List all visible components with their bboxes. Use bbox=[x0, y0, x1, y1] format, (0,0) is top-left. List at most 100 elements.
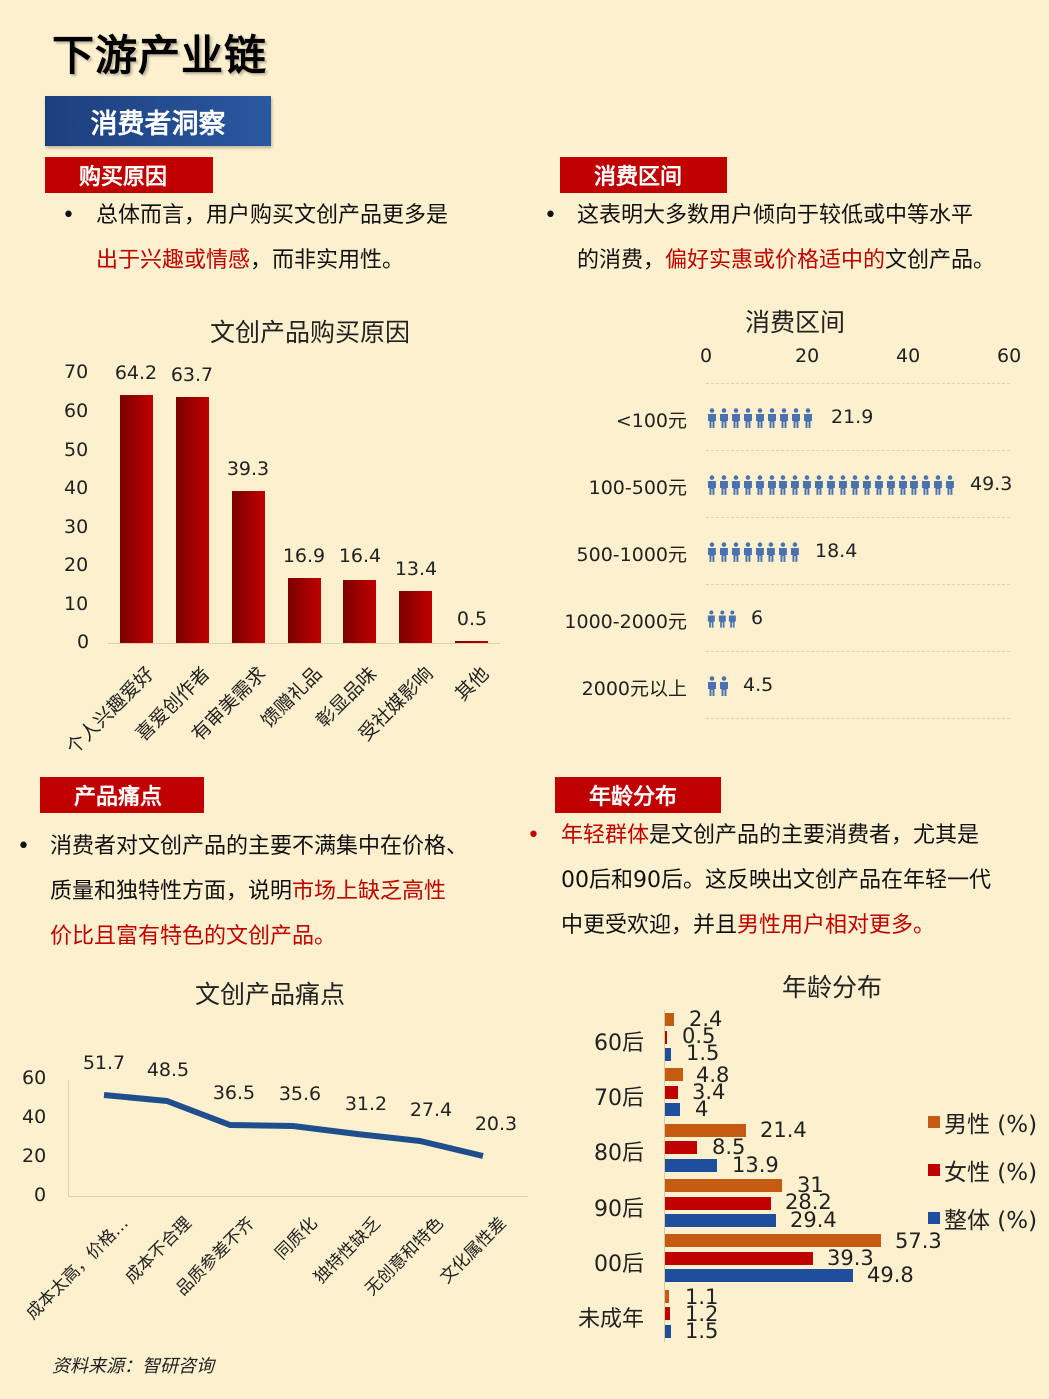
person-icon bbox=[791, 542, 800, 562]
y-tick: 0 bbox=[34, 1184, 47, 1206]
bar-personal-interest bbox=[120, 395, 153, 643]
text-segment: 消费者对文创产品的主要不满集中在价格、 bbox=[50, 834, 469, 859]
data-label: 49.8 bbox=[867, 1263, 914, 1287]
data-label: 39.3 bbox=[827, 1246, 874, 1270]
bar-overall-70s bbox=[665, 1103, 680, 1116]
data-label: 64.2 bbox=[114, 362, 158, 384]
data-label: 0.5 bbox=[456, 608, 488, 630]
x-tick: 20 bbox=[795, 345, 820, 367]
data-label: 29.4 bbox=[790, 1208, 837, 1232]
person-icon bbox=[720, 676, 728, 696]
category-label: 60后 bbox=[594, 1031, 644, 1056]
bullet-dot: • bbox=[62, 203, 75, 228]
bar-female-60s bbox=[665, 1031, 667, 1044]
purchase-reason-text: • 总体而言，用户购买文创产品更多是 出于兴趣或情感，而非实用性。 bbox=[62, 193, 512, 283]
data-label: 3.4 bbox=[692, 1080, 726, 1104]
x-axis-line bbox=[108, 643, 500, 644]
person-icon bbox=[922, 475, 931, 495]
highlight-text: 男性用户相对更多。 bbox=[737, 913, 936, 938]
bar-male-00s bbox=[665, 1234, 881, 1247]
x-tick: 40 bbox=[896, 345, 921, 367]
pictogram-row-1000-2000 bbox=[707, 609, 737, 629]
data-label: 20.3 bbox=[474, 1113, 518, 1135]
highlight-text: 偏好实惠或价格适中的 bbox=[665, 248, 886, 273]
category-label: <100元 bbox=[615, 410, 687, 432]
data-label: 36.5 bbox=[212, 1082, 256, 1104]
category-label: 70后 bbox=[594, 1086, 644, 1111]
person-icon bbox=[756, 408, 764, 428]
data-label: 21.9 bbox=[831, 406, 874, 428]
age-distribution-chart-title: 年龄分布 bbox=[781, 973, 882, 1002]
person-icon bbox=[719, 542, 728, 562]
person-icon bbox=[838, 475, 847, 495]
bar-overall-minor bbox=[665, 1325, 671, 1338]
x-axis-line bbox=[68, 1196, 528, 1197]
y-tick: 70 bbox=[64, 361, 89, 383]
bar-taste bbox=[343, 580, 376, 643]
purchase-reason-chart-title: 文创产品购买原因 bbox=[209, 318, 410, 347]
y-tick: 0 bbox=[77, 631, 90, 653]
legend-label: 整体 (%) bbox=[944, 1208, 1038, 1234]
data-label: 48.5 bbox=[146, 1059, 190, 1081]
purchase-reason-chart: 70 60 50 40 30 20 10 0 64.2 63.7 39.3 16… bbox=[40, 355, 520, 775]
bar-female-00s bbox=[665, 1252, 813, 1265]
y-tick: 10 bbox=[64, 593, 89, 615]
legend-item-overall: 整体 (%) bbox=[928, 1201, 1037, 1235]
y-tick: 60 bbox=[64, 400, 89, 422]
category-label: 100-500元 bbox=[588, 477, 687, 499]
data-label: 27.4 bbox=[409, 1099, 453, 1121]
person-icon bbox=[731, 542, 740, 562]
y-tick: 40 bbox=[64, 477, 89, 499]
pictogram-row-2000-plus bbox=[707, 676, 730, 696]
bullet-dot: • bbox=[527, 823, 540, 848]
legend-item-male: 男性 (%) bbox=[928, 1105, 1037, 1139]
source-note: 资料来源：智研咨询 bbox=[52, 1356, 214, 1377]
person-icon bbox=[791, 475, 800, 495]
bar-favorite-creator bbox=[176, 397, 209, 643]
bar-male-80s bbox=[665, 1124, 746, 1137]
bar-male-90s bbox=[665, 1179, 782, 1192]
legend-swatch bbox=[928, 1116, 940, 1128]
pain-points-chart-title: 文创产品痛点 bbox=[194, 980, 345, 1009]
data-label: 51.7 bbox=[82, 1052, 126, 1074]
text-segment: 的消费， bbox=[577, 248, 666, 273]
data-label: 13.9 bbox=[732, 1153, 779, 1177]
pain-points-chart: 60 40 20 0 51.7 48.5 36.5 35.6 31.2 27.4… bbox=[0, 1040, 540, 1340]
person-icon bbox=[708, 408, 716, 428]
data-label: 2.4 bbox=[689, 1007, 723, 1031]
person-icon bbox=[707, 610, 715, 628]
person-icon bbox=[720, 408, 728, 428]
y-tick: 30 bbox=[64, 516, 89, 538]
data-label: 28.2 bbox=[785, 1190, 832, 1214]
bar-aesthetic-need bbox=[232, 491, 265, 643]
highlight-text: 出于兴趣或情感 bbox=[96, 248, 251, 273]
pictogram-row-under-100 bbox=[707, 408, 817, 428]
legend-label: 女性 (%) bbox=[944, 1160, 1038, 1186]
age-distribution-chart: 60后 70后 80后 90后 00后 未成年 2.4 0.5 1.5 4.8 … bbox=[560, 1005, 1049, 1345]
category-label: 未成年 bbox=[577, 1307, 644, 1332]
bar-gift bbox=[288, 578, 321, 643]
person-icon bbox=[780, 408, 788, 428]
highlight-text: 年轻群体 bbox=[561, 823, 650, 848]
person-icon bbox=[768, 408, 776, 428]
person-icon bbox=[718, 610, 726, 628]
text-segment: 质量和独特性方面，说明 bbox=[50, 879, 293, 904]
category-label: 90后 bbox=[594, 1197, 644, 1222]
data-label: 35.6 bbox=[278, 1083, 322, 1105]
pain-points-tag: 产品痛点 bbox=[40, 777, 204, 813]
person-icon bbox=[898, 475, 907, 495]
data-label: 1.5 bbox=[685, 1319, 719, 1343]
highlight-text: 市场上缺乏高性 bbox=[292, 879, 447, 904]
bullet-dot: • bbox=[17, 834, 30, 859]
y-tick: 40 bbox=[22, 1106, 47, 1128]
y-tick: 20 bbox=[22, 1145, 47, 1167]
x-tick: 0 bbox=[700, 345, 713, 367]
text-segment: 这表明大多数用户倾向于较低或中等水平 bbox=[577, 203, 974, 228]
data-label: 4.8 bbox=[696, 1063, 730, 1087]
legend-item-female: 女性 (%) bbox=[928, 1153, 1037, 1187]
person-icon bbox=[743, 475, 752, 495]
bar-overall-60s bbox=[665, 1048, 671, 1061]
category-label: 500-1000元 bbox=[576, 544, 687, 566]
gridline bbox=[706, 584, 1010, 585]
person-icon bbox=[804, 408, 812, 428]
